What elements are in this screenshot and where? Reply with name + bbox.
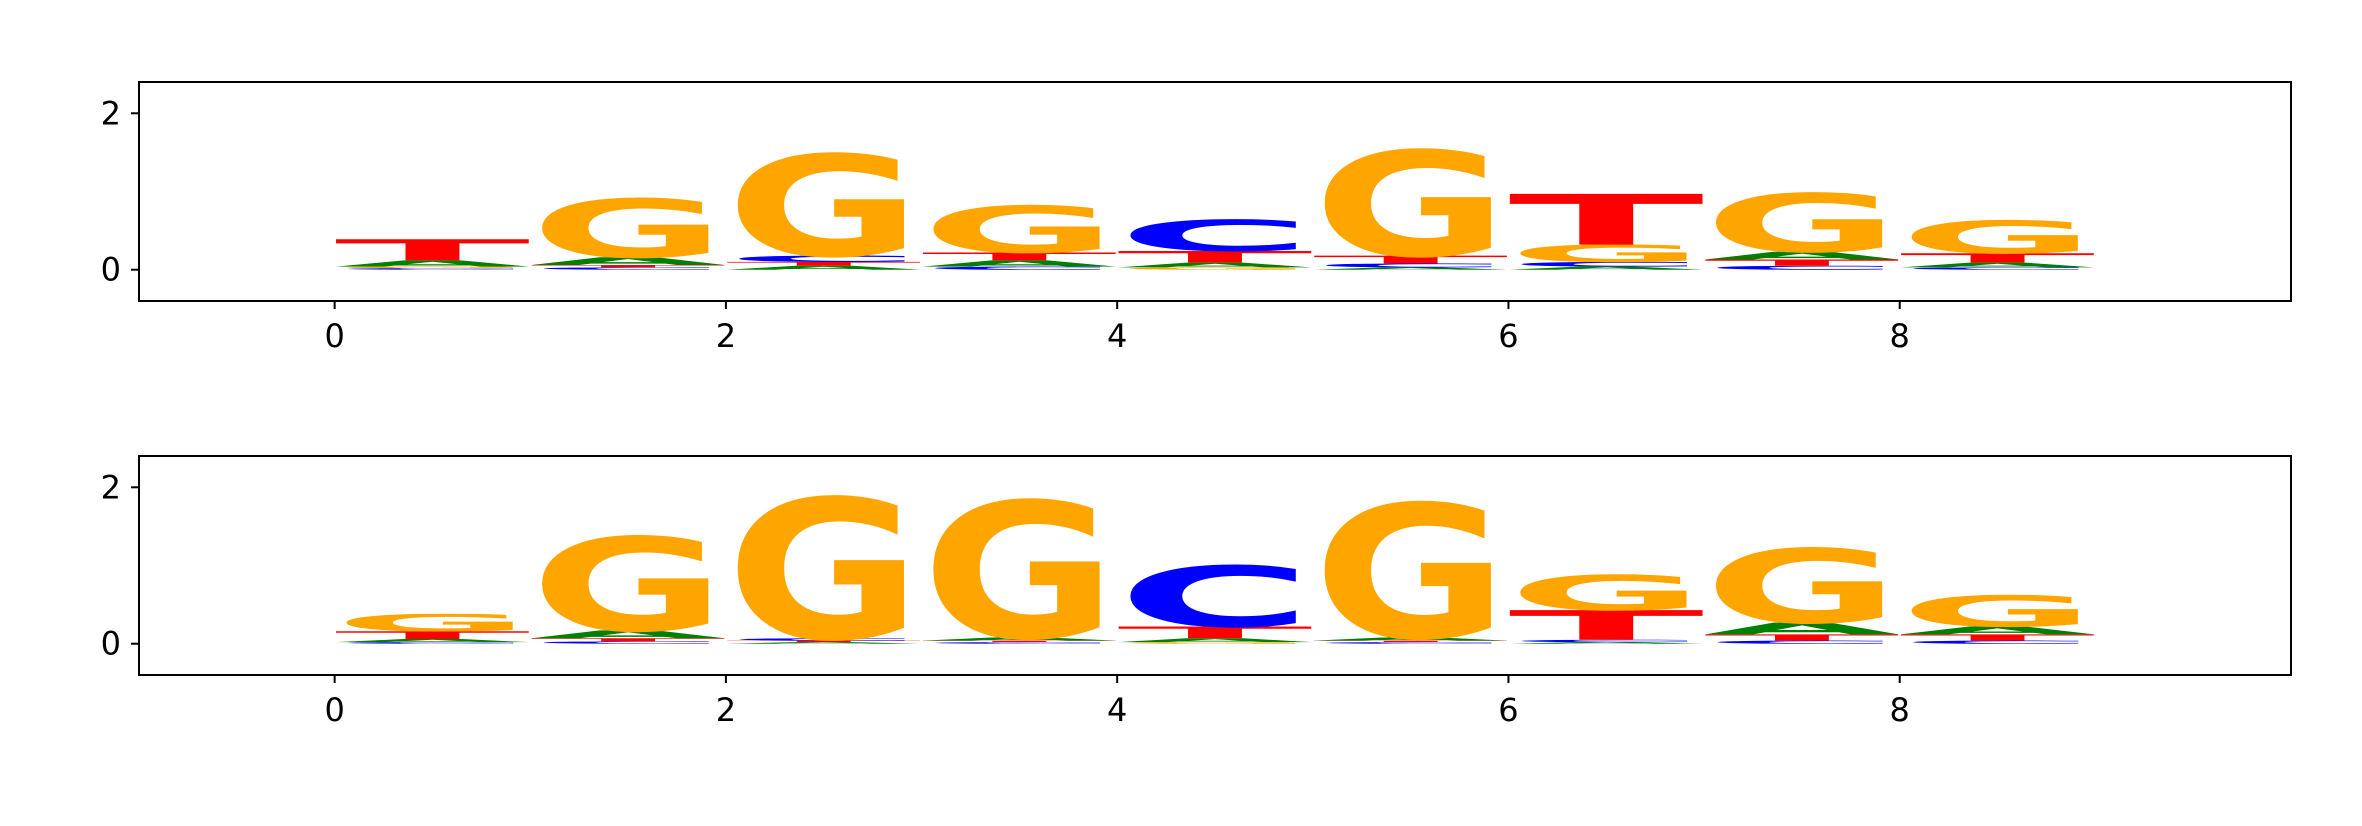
logo-letter: G xyxy=(335,266,531,269)
y-tick-label: 2 xyxy=(101,94,121,132)
x-tick-label: 0 xyxy=(324,691,344,729)
logo-letter: C xyxy=(1704,265,1900,271)
logo-letter: T xyxy=(1508,181,1704,262)
logo-letter: G xyxy=(1900,588,2096,638)
logo-letter: G xyxy=(1508,240,1704,267)
logo-letter: A xyxy=(1313,637,1509,642)
y-tick-label: 2 xyxy=(101,468,121,506)
y-tick-label: 0 xyxy=(101,251,121,289)
x-tick-label: 2 xyxy=(716,317,736,355)
logo-letter: T xyxy=(1117,623,1313,642)
logo-letter: T xyxy=(1313,254,1511,267)
logo-letter: A xyxy=(530,255,726,268)
logo-letter: A xyxy=(922,259,1118,269)
logo-letter: A xyxy=(1508,266,1704,271)
logo-letter: C xyxy=(922,642,1118,645)
logo-letter: G xyxy=(335,610,531,637)
logo-letter: G xyxy=(922,465,1118,682)
x-tick-label: 8 xyxy=(1890,317,1910,355)
logo-letter: T xyxy=(1117,248,1313,267)
logo-letter: C xyxy=(1900,267,2096,271)
logo-letter: A xyxy=(1117,261,1313,269)
plot-frame xyxy=(138,81,2292,302)
logo-letter: C xyxy=(1704,640,1900,645)
logo-letter: G xyxy=(1704,528,1900,647)
logo-letter: C xyxy=(922,266,1118,271)
logo-letter: A xyxy=(1704,250,1900,263)
logo-letter: G xyxy=(1117,642,1313,645)
logo-letter: A xyxy=(1508,642,1705,645)
logo-letter: G xyxy=(726,126,922,289)
x-tick-label: 6 xyxy=(1498,317,1518,355)
logo-letter: A xyxy=(922,637,1118,642)
logo-letter: C xyxy=(1117,212,1313,262)
logo-letter: C xyxy=(1117,549,1313,647)
logo-letter: G xyxy=(1900,212,2096,264)
logo-letter: C xyxy=(1313,642,1509,645)
logo-letter: A xyxy=(1117,637,1313,643)
logo-letter: A xyxy=(1900,624,2096,637)
logo-letter: A xyxy=(1313,267,1510,271)
logo-letter: T xyxy=(726,640,922,643)
y-tick-label: 0 xyxy=(101,625,121,663)
logo-letter: T xyxy=(1704,633,1902,643)
logo-letter: G xyxy=(1117,267,1313,271)
logo-letter: T xyxy=(1704,258,1902,268)
logo-letter: A xyxy=(335,638,531,643)
logo-letter: C xyxy=(1508,639,1704,643)
logo-letter: C xyxy=(1313,262,1509,268)
logo-letter: A xyxy=(726,642,923,645)
x-tick-label: 4 xyxy=(1107,691,1127,729)
logo-letter: C xyxy=(1508,261,1704,269)
x-tick-label: 6 xyxy=(1498,691,1518,729)
logo-letter: G xyxy=(530,184,726,277)
logo-letter: C xyxy=(335,268,531,271)
logo-letter: A xyxy=(1900,261,2096,269)
logo-letter: C xyxy=(530,641,726,645)
logo-letter: T xyxy=(922,250,1120,263)
x-tick-label: 8 xyxy=(1890,691,1910,729)
logo-letter: C xyxy=(726,254,922,264)
logo-letter: T xyxy=(726,261,922,267)
logo-letter: G xyxy=(1508,565,1704,622)
logo-letter: T xyxy=(1900,633,2098,643)
logo-letter: A xyxy=(335,259,531,269)
logo-letter: T xyxy=(1508,602,1704,649)
logo-letter: T xyxy=(922,640,1118,643)
logo-letter: C xyxy=(726,638,922,642)
logo-letter: G xyxy=(726,460,922,685)
x-tick-label: 4 xyxy=(1107,317,1127,355)
logo-letter: G xyxy=(922,193,1118,268)
logo-letter: A xyxy=(530,628,726,641)
logo-letter: T xyxy=(335,234,531,267)
logo-letter: A xyxy=(726,265,922,271)
logo-letter: T xyxy=(530,637,726,642)
logo-letter: T xyxy=(530,264,726,268)
logo-letter: G xyxy=(530,512,726,662)
logo-letter: C xyxy=(530,267,726,271)
logo-letter: A xyxy=(1704,620,1902,639)
logo-letter: G xyxy=(1313,123,1509,291)
logo-letter: T xyxy=(1313,640,1509,643)
logo-letter: C xyxy=(1900,640,2096,645)
logo-letter: G xyxy=(1704,178,1900,271)
logo-letter: C xyxy=(335,642,531,645)
x-tick-label: 0 xyxy=(324,317,344,355)
logo-letter: T xyxy=(335,629,533,642)
plot-frame xyxy=(138,455,2292,676)
logo-letter: T xyxy=(1900,251,2097,266)
x-tick-label: 2 xyxy=(716,691,736,729)
logo-letter: G xyxy=(1313,466,1509,681)
